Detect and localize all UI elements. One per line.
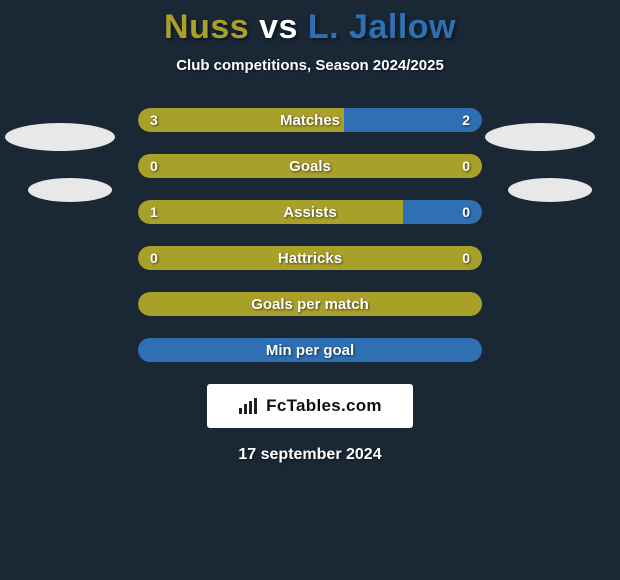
brand-bars-icon [238, 397, 260, 415]
title-player-a: Nuss [164, 8, 249, 46]
stat-row: Hattricks00 [138, 246, 482, 270]
stat-fill-right [403, 200, 482, 224]
title-player-b: L. Jallow [308, 8, 456, 46]
stat-track [138, 246, 482, 270]
brand-text: FcTables.com [266, 396, 382, 416]
stat-fill-left [138, 246, 482, 270]
stat-value-left: 3 [150, 108, 158, 132]
stat-fill-left [138, 292, 482, 316]
stat-value-right: 0 [462, 246, 470, 270]
stat-fill-left [138, 154, 482, 178]
stat-track [138, 200, 482, 224]
stat-fill-left [138, 108, 344, 132]
player-oval [28, 178, 112, 202]
player-oval [5, 123, 115, 151]
title: Nuss vs L. Jallow [0, 8, 620, 47]
stat-value-left: 0 [150, 246, 158, 270]
stat-value-left: 1 [150, 200, 158, 224]
stat-fill-left [138, 200, 403, 224]
stat-row: Goals00 [138, 154, 482, 178]
stat-value-right: 2 [462, 108, 470, 132]
player-oval [485, 123, 595, 151]
title-vs: vs [259, 8, 298, 46]
subtitle: Club competitions, Season 2024/2025 [0, 57, 620, 74]
player-oval [508, 178, 592, 202]
stat-row: Assists10 [138, 200, 482, 224]
stat-track [138, 338, 482, 362]
stat-row: Goals per match [138, 292, 482, 316]
stat-value-right: 0 [462, 154, 470, 178]
comparison-card: Nuss vs L. Jallow Club competitions, Sea… [0, 0, 620, 580]
stat-value-right: 0 [462, 200, 470, 224]
date-text: 17 september 2024 [0, 446, 620, 464]
stat-fill-right [138, 338, 482, 362]
stat-row: Matches32 [138, 108, 482, 132]
stat-row: Min per goal [138, 338, 482, 362]
stat-track [138, 108, 482, 132]
stat-track [138, 154, 482, 178]
stat-value-left: 0 [150, 154, 158, 178]
brand-badge: FcTables.com [207, 384, 413, 428]
stat-track [138, 292, 482, 316]
